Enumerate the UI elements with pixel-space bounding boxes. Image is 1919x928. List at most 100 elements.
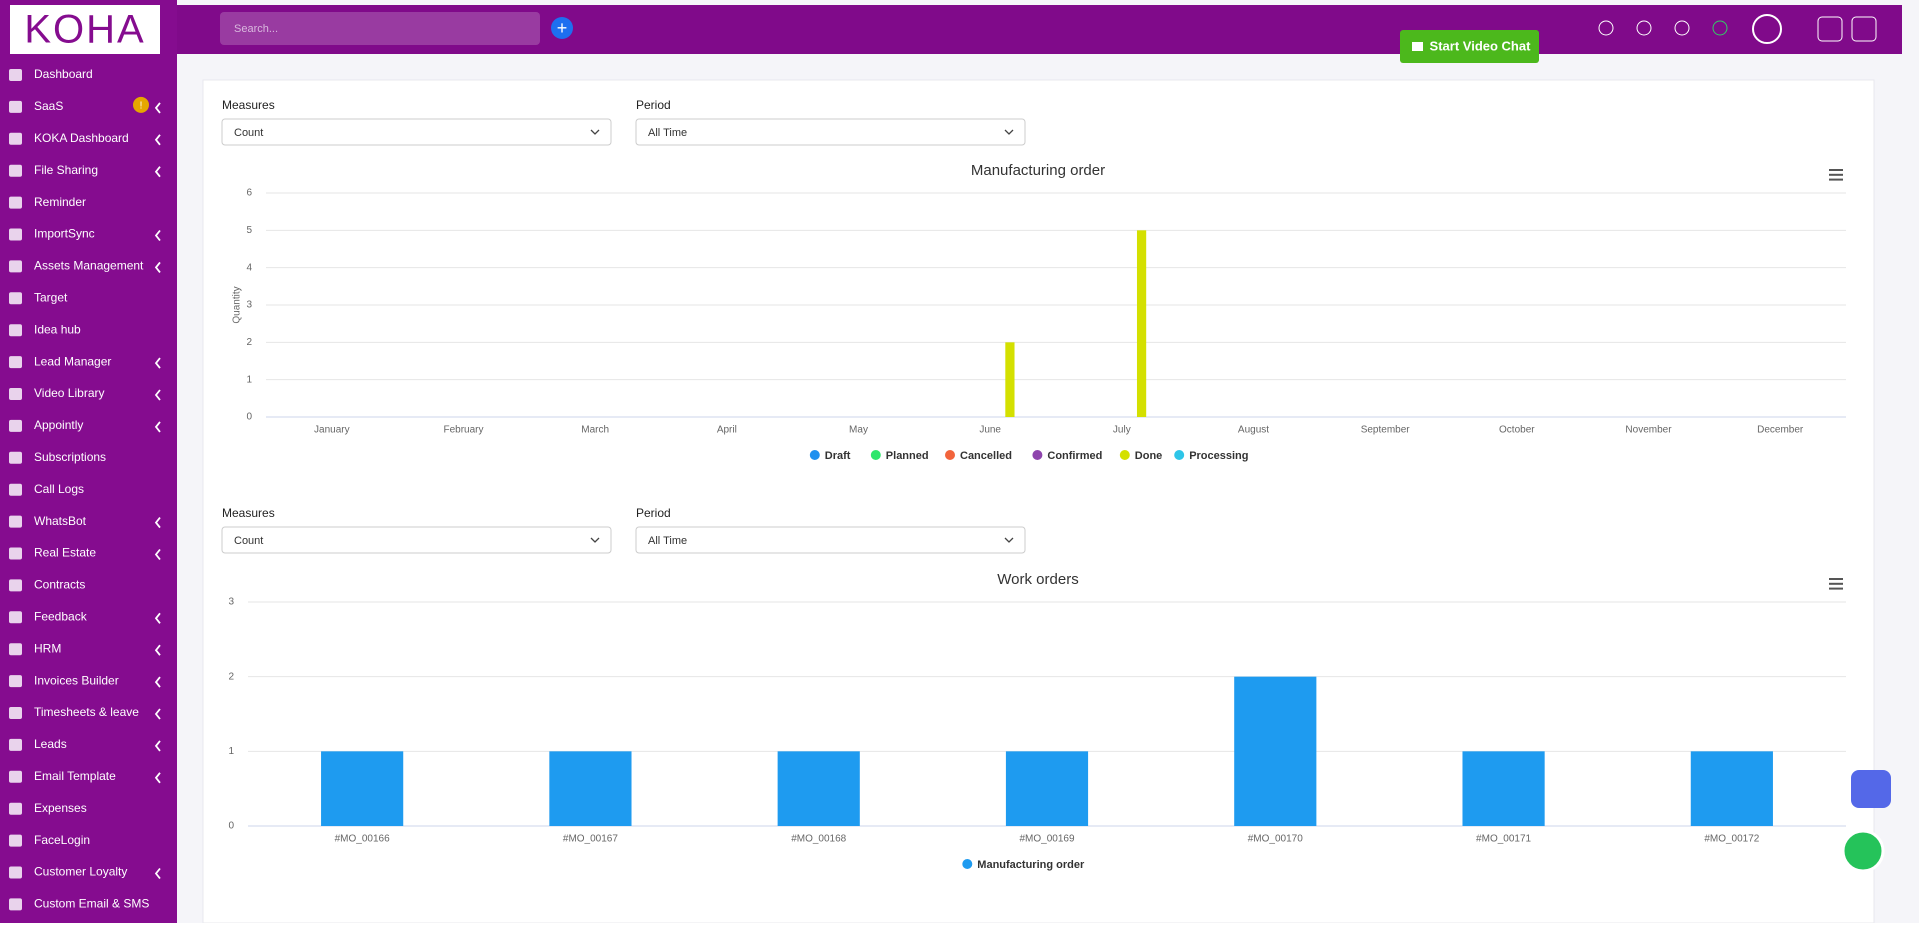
menu-icon <box>9 866 22 879</box>
menu-icon <box>9 228 22 241</box>
chevron <box>154 517 161 529</box>
y-tick-label: 4 <box>246 262 252 273</box>
menu-icon <box>9 419 22 432</box>
menu-icon <box>9 515 22 528</box>
legend-swatch[interactable] <box>1032 450 1043 460</box>
whatsapp-button[interactable] <box>1841 829 1885 873</box>
menu-item[interactable] <box>0 92 177 122</box>
menu-label: ImportSync <box>34 227 95 241</box>
legend-label: Processing <box>1189 450 1248 462</box>
y-tick-label: 5 <box>246 225 252 236</box>
x-tick-label: #MO_00167 <box>563 834 618 845</box>
x-tick-label: #MO_00166 <box>335 834 390 845</box>
x-tick-label: April <box>717 425 737 436</box>
menu-icon <box>9 260 22 273</box>
menu-label: Contracts <box>34 578 85 592</box>
menu-item[interactable] <box>0 602 177 632</box>
y-tick-label: 0 <box>246 412 252 423</box>
select-box[interactable] <box>221 118 612 146</box>
menu-label: Custom Email & SMS <box>34 897 149 911</box>
video-button[interactable] <box>1400 30 1539 63</box>
chevron <box>154 134 161 146</box>
menu-label: FaceLogin <box>34 833 90 847</box>
legend-label: Done <box>1135 450 1163 462</box>
avatar[interactable] <box>1752 14 1782 44</box>
menu-item[interactable] <box>0 188 177 218</box>
legend-swatch[interactable] <box>870 450 881 460</box>
menu-item[interactable] <box>0 730 177 760</box>
x-tick-label: February <box>443 425 483 436</box>
menu-item[interactable] <box>0 283 177 313</box>
menu-icon <box>9 196 22 209</box>
chevron <box>154 867 161 880</box>
menu-item[interactable] <box>0 634 177 664</box>
menu-label: Expenses <box>34 801 87 815</box>
header <box>177 5 1902 54</box>
menu-item[interactable] <box>0 315 177 345</box>
filter-label: Measures <box>222 98 275 112</box>
y-tick-label: 1 <box>228 746 234 757</box>
chevron <box>154 548 161 561</box>
menu-label: WhatsBot <box>34 514 87 528</box>
select-box[interactable] <box>635 118 1026 146</box>
header-icon[interactable] <box>1712 20 1728 36</box>
video-button-label: Start Video Chat <box>1430 38 1532 53</box>
menu-label: Call Logs <box>34 482 84 496</box>
menu-item[interactable] <box>0 794 177 824</box>
menu-label: Dashboard <box>34 67 93 81</box>
menu-icon-bar <box>1829 169 1843 171</box>
legend-swatch[interactable] <box>1119 450 1130 460</box>
y-axis-label: Quantity <box>232 286 243 323</box>
legend-label: Draft <box>825 450 851 462</box>
menu-icon <box>9 292 22 305</box>
menu-icon <box>9 132 22 145</box>
chat-button[interactable] <box>1851 770 1891 808</box>
menu-label: Invoices Builder <box>34 673 119 687</box>
y-tick-label: 3 <box>246 300 252 311</box>
header-icon[interactable] <box>1817 16 1843 42</box>
menu-item[interactable] <box>0 411 177 441</box>
filter-label: Period <box>636 506 671 520</box>
legend-swatch[interactable] <box>809 450 820 460</box>
menu-icon-bar <box>1829 582 1843 585</box>
x-tick-label: June <box>979 425 1001 436</box>
legend-swatch[interactable] <box>1174 450 1185 460</box>
menu-label: Email Template <box>34 769 116 783</box>
menu-icon <box>9 579 22 592</box>
menu-item[interactable] <box>0 507 177 537</box>
menu-icon <box>9 675 22 688</box>
menu-icon <box>9 643 22 656</box>
select-box[interactable] <box>635 526 1026 554</box>
video-icon <box>1412 42 1423 51</box>
chart-title: Manufacturing order <box>971 162 1105 179</box>
menu-icon <box>9 164 22 177</box>
header-icon[interactable] <box>1851 16 1877 42</box>
menu-item[interactable] <box>0 475 177 505</box>
select-box[interactable] <box>221 526 612 554</box>
legend-swatch[interactable] <box>945 450 955 460</box>
menu-item[interactable] <box>0 570 177 600</box>
chevron <box>154 676 161 688</box>
add-button[interactable] <box>551 17 573 39</box>
legend-swatch[interactable] <box>962 859 973 869</box>
x-tick-label: #MO_00170 <box>1248 834 1303 845</box>
search-placeholder: Search... <box>234 23 278 35</box>
header-icon[interactable] <box>1636 20 1652 36</box>
bar <box>777 751 860 826</box>
header-icon[interactable] <box>1598 20 1614 36</box>
menu-icon <box>9 547 22 560</box>
header-icon[interactable] <box>1674 20 1690 36</box>
logo-box <box>10 5 160 54</box>
menu-icon <box>9 802 22 815</box>
badge-label: ! <box>140 101 143 112</box>
y-tick-label: 1 <box>246 374 252 385</box>
menu-icon-bar <box>1829 587 1843 590</box>
select-value: All Time <box>648 535 687 547</box>
menu-label: Reminder <box>34 195 86 209</box>
search-box[interactable] <box>220 12 540 45</box>
legend-label: Planned <box>886 450 929 462</box>
menu-label: Real Estate <box>34 546 96 560</box>
menu-icon <box>9 324 22 337</box>
menu-icon <box>9 834 22 847</box>
y-tick-label: 2 <box>246 337 252 348</box>
